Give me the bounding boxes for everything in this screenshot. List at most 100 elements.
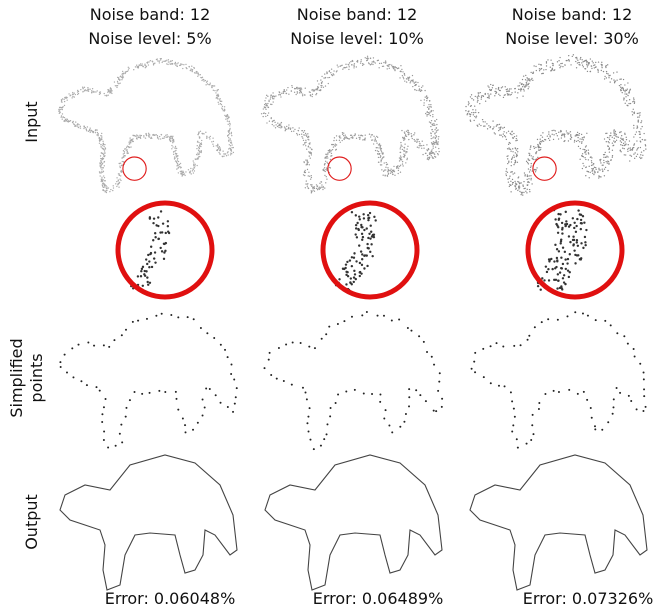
point	[400, 65, 401, 66]
point	[529, 78, 530, 79]
point	[114, 81, 115, 82]
point	[594, 428, 596, 430]
point	[354, 273, 356, 275]
point	[434, 124, 435, 125]
point	[544, 393, 546, 395]
point	[92, 88, 93, 89]
point	[623, 143, 624, 144]
point	[588, 149, 589, 150]
point	[522, 184, 523, 185]
point	[519, 183, 520, 184]
point	[342, 69, 343, 70]
point	[431, 356, 433, 358]
point	[301, 88, 302, 89]
point	[317, 87, 318, 88]
point	[320, 79, 321, 80]
point	[511, 94, 512, 95]
point	[414, 132, 415, 133]
point	[505, 86, 506, 87]
simplified-points	[264, 311, 444, 450]
point	[97, 90, 98, 91]
point	[335, 145, 336, 146]
point	[305, 392, 307, 394]
point	[126, 147, 127, 148]
point	[369, 212, 371, 214]
point	[353, 64, 354, 65]
point	[427, 98, 428, 99]
point	[312, 89, 313, 90]
point	[579, 141, 580, 142]
point	[433, 145, 434, 146]
point	[159, 62, 160, 63]
point	[178, 172, 179, 173]
point	[576, 141, 577, 142]
point	[173, 151, 174, 152]
point	[358, 137, 359, 138]
point	[376, 136, 377, 137]
point	[304, 175, 305, 176]
point	[500, 126, 501, 127]
point	[428, 109, 429, 110]
point	[101, 171, 102, 172]
point	[438, 148, 439, 149]
point	[330, 150, 331, 151]
point	[506, 91, 507, 92]
point	[106, 192, 107, 193]
point	[408, 139, 409, 140]
point	[541, 277, 543, 279]
point	[275, 95, 276, 96]
point	[438, 151, 439, 152]
point	[307, 186, 308, 187]
point	[639, 363, 641, 365]
point	[184, 175, 185, 176]
point	[74, 124, 75, 125]
point	[626, 137, 627, 138]
point	[404, 144, 405, 145]
point	[500, 128, 501, 129]
point	[401, 130, 402, 131]
point	[409, 82, 410, 83]
point	[498, 127, 499, 128]
point	[528, 86, 529, 87]
point	[108, 89, 109, 90]
point	[227, 115, 228, 116]
point	[367, 60, 368, 61]
point	[90, 131, 91, 132]
point	[412, 81, 413, 82]
point	[633, 127, 634, 128]
point	[578, 135, 579, 136]
point	[516, 154, 517, 155]
point	[261, 113, 262, 114]
point	[574, 140, 575, 141]
point	[610, 132, 611, 133]
point	[349, 281, 351, 283]
point	[600, 160, 601, 161]
point	[427, 158, 428, 159]
point	[428, 114, 429, 115]
point	[499, 134, 500, 135]
point	[379, 401, 381, 403]
point	[83, 128, 84, 129]
point	[559, 64, 560, 65]
point	[475, 96, 476, 97]
point	[572, 236, 574, 238]
point	[370, 231, 372, 233]
row-label: points	[27, 353, 46, 402]
point	[580, 58, 581, 59]
point	[406, 148, 407, 149]
point	[70, 120, 71, 121]
point	[101, 413, 103, 415]
point	[604, 169, 605, 170]
point	[532, 156, 533, 157]
point	[309, 439, 311, 441]
point	[206, 136, 207, 137]
point	[528, 153, 529, 154]
point	[368, 217, 370, 219]
point	[304, 134, 305, 135]
point	[608, 137, 609, 138]
point	[552, 130, 553, 131]
point	[595, 167, 596, 168]
point	[501, 87, 502, 88]
point	[507, 88, 508, 89]
point	[559, 271, 561, 273]
